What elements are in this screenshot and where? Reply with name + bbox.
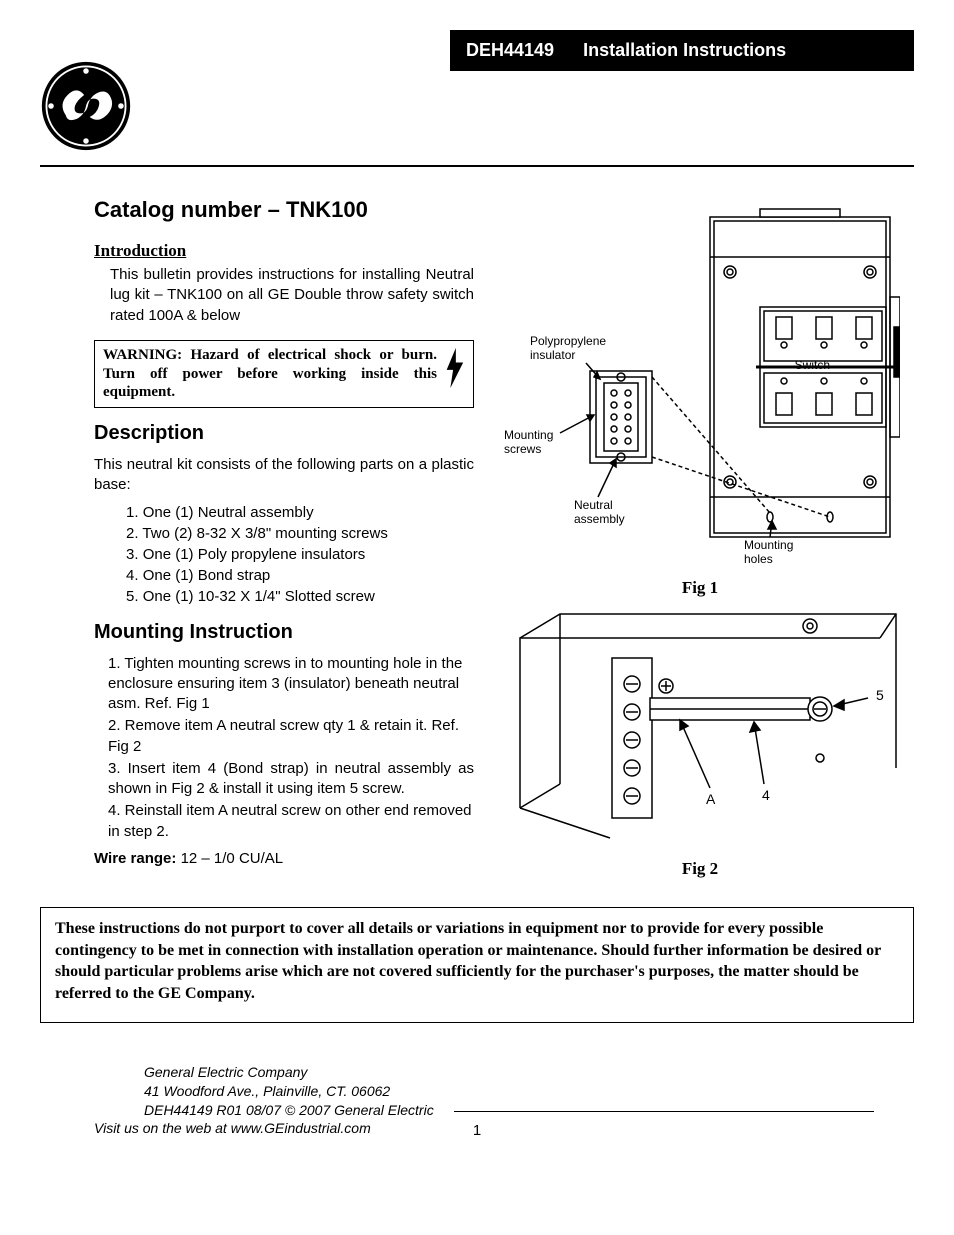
figure-1: Polypropyleneinsulator Mountingscrews Ne…	[500, 197, 900, 598]
list-item: One (1) Neutral assembly	[126, 502, 474, 523]
ge-logo-icon	[40, 60, 132, 152]
header-right: DEH44149 Installation Instructions	[150, 30, 914, 71]
footer-address: 41 Woodford Ave., Plainville, CT. 06062	[94, 1082, 914, 1101]
warning-text: WARNING: Hazard of electrical shock or b…	[103, 346, 437, 402]
doc-number: DEH44149	[466, 40, 554, 60]
description-lead: This neutral kit consists of the followi…	[94, 455, 474, 496]
description-heading: Description	[94, 422, 474, 445]
catalog-heading: Catalog number – TNK100	[94, 197, 474, 223]
intro-heading: Introduction	[94, 241, 474, 261]
list-item: One (1) Poly propylene insulators	[126, 544, 474, 565]
right-column: Polypropyleneinsulator Mountingscrews Ne…	[500, 197, 900, 889]
mount-step: 2. Remove item A neutral screw qty 1 & r…	[94, 716, 474, 757]
logo-cell	[40, 30, 150, 157]
top-divider	[40, 165, 914, 167]
doc-title: Installation Instructions	[583, 40, 786, 60]
header: DEH44149 Installation Instructions	[40, 30, 914, 157]
mount-step: 3. Insert item 4 (Bond strap) in neutral…	[94, 759, 474, 800]
fig2-label-5: 5	[876, 687, 884, 703]
list-item: One (1) Bond strap	[126, 565, 474, 586]
footer: General Electric Company 41 Woodford Ave…	[40, 1063, 914, 1136]
mounting-heading: Mounting Instruction	[94, 621, 474, 644]
fig2-label-4: 4	[762, 787, 770, 803]
fig1-caption: Fig 1	[500, 578, 900, 598]
fig1-diagram: Polypropyleneinsulator Mountingscrews Ne…	[500, 197, 900, 567]
parts-list: One (1) Neutral assembly Two (2) 8-32 X …	[94, 502, 474, 607]
mount-step: 4. Reinstall item A neutral screw on oth…	[94, 801, 474, 842]
main-columns: Catalog number – TNK100 Introduction Thi…	[40, 197, 914, 889]
title-bar: DEH44149 Installation Instructions	[450, 30, 914, 71]
list-item: Two (2) 8-32 X 3/8" mounting screws	[126, 523, 474, 544]
fig1-label-neutral: Neutralassembly	[574, 498, 625, 526]
lightning-bolt-icon	[443, 346, 465, 390]
fig2-label-a: A	[706, 791, 716, 807]
fig2-diagram: A 4 5	[500, 608, 900, 848]
left-column: Catalog number – TNK100 Introduction Thi…	[94, 197, 474, 889]
intro-body: This bulletin provides instructions for …	[94, 265, 474, 326]
fig1-label-switch: Switch	[795, 358, 830, 372]
fig1-label-holes: Mountingholes	[744, 538, 793, 566]
figure-2: A 4 5 Fig 2	[500, 608, 900, 879]
fig1-label-insulator: Polypropyleneinsulator	[530, 334, 606, 362]
footer-visit: Visit us on the web at www.GEindustrial.…	[94, 1120, 914, 1136]
disclaimer-box: These instructions do not purport to cov…	[40, 907, 914, 1023]
fig1-label-screws: Mountingscrews	[504, 428, 553, 456]
footer-company: General Electric Company	[94, 1063, 914, 1082]
footer-divider	[454, 1111, 874, 1112]
list-item: One (1) 10-32 X 1/4" Slotted screw	[126, 586, 474, 607]
wire-range: Wire range: 12 – 1/0 CU/AL	[94, 850, 474, 867]
warning-box: WARNING: Hazard of electrical shock or b…	[94, 340, 474, 408]
fig2-caption: Fig 2	[500, 859, 900, 879]
mount-step: 1. Tighten mounting screws in to mountin…	[94, 654, 474, 715]
